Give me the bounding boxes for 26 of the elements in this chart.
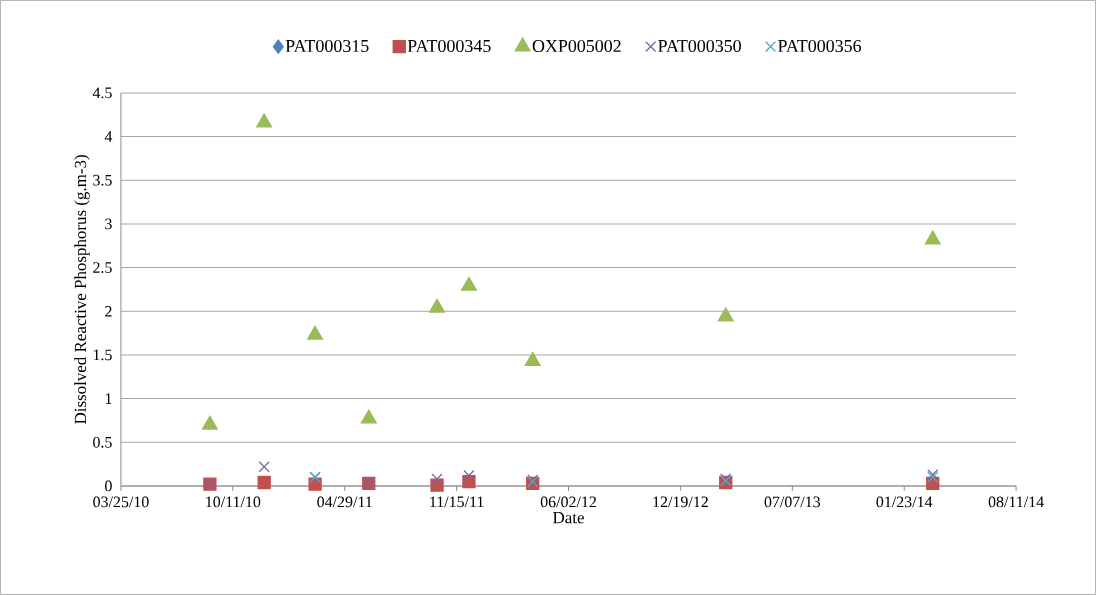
x-tick-label: 04/29/11 [317, 496, 372, 508]
y-tick-label: 2 [105, 306, 112, 317]
y-tick-label: 4 [104, 131, 113, 142]
legend-label: PAT000356 [778, 39, 862, 53]
legend-label: PAT000350 [658, 39, 741, 53]
x-tick-label: 01/23/14 [876, 496, 933, 508]
legend-label: PAT000315 [285, 39, 369, 53]
y-tick-label: 1 [105, 393, 112, 404]
y-tick-label: 1.5 [93, 349, 112, 361]
y-tick-label: 3.5 [93, 174, 112, 186]
x-tick-label: 08/11/14 [988, 496, 1044, 508]
x-tick-label: 10/11/10 [206, 496, 261, 508]
x-axis-title: Date [553, 512, 584, 524]
y-tick-label: 3 [105, 218, 112, 230]
legend-label: OXP005002 [532, 39, 621, 53]
y-tick-label: 0 [105, 480, 112, 492]
x-tick-label: 07/07/13 [764, 496, 821, 508]
legend-label: PAT000345 [407, 39, 491, 53]
y-tick-label: 4.5 [92, 87, 112, 99]
x-tick-label: 12/19/12 [653, 496, 708, 508]
y-tick-label: 0.5 [93, 436, 112, 448]
x-tick-label: 11/15/11 [430, 496, 484, 508]
x-tick-label: 03/25/10 [93, 496, 149, 508]
y-tick-label: 2.5 [93, 262, 112, 274]
y-axis-title: Dissolved Reactive Phosphorus (g.m-3) [74, 155, 90, 425]
x-tick-label: 06/02/12 [540, 496, 596, 508]
